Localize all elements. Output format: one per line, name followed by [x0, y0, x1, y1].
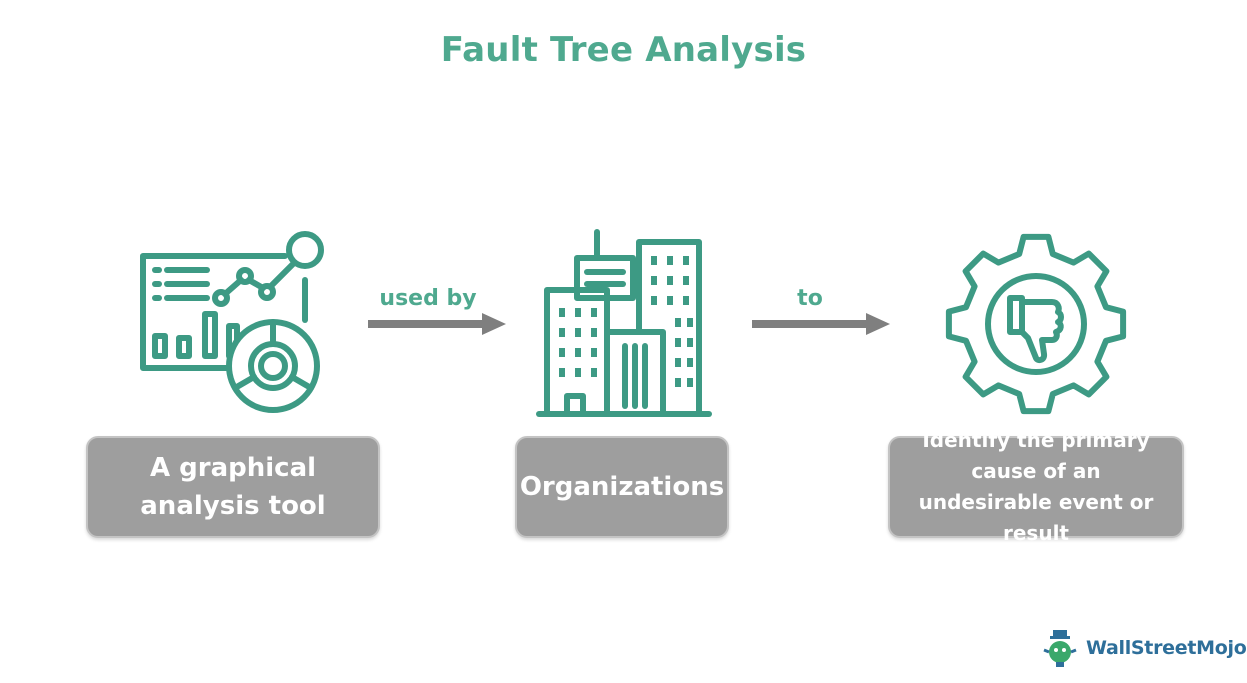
arrow-right-icon — [368, 313, 508, 340]
gear-thumbs-down-icon — [940, 228, 1132, 420]
connector-label-to: to — [797, 286, 823, 311]
wallstreetmojo-logo-icon — [1043, 630, 1077, 667]
arrow-right-icon — [752, 313, 892, 340]
office-buildings-icon — [535, 228, 715, 420]
step-box-graphical-tool: A graphical analysis tool — [86, 436, 380, 538]
step-label: Identify the primary cause of an undesir… — [918, 428, 1154, 545]
analytics-dashboard-icon — [135, 228, 330, 418]
step-label: A graphical analysis tool — [140, 453, 326, 521]
step-label: Organizations — [519, 472, 725, 502]
brand-name: WallStreetMojo — [1086, 637, 1247, 659]
step-box-organizations: Organizations — [515, 436, 729, 538]
connector-label-used-by: used by — [379, 286, 477, 311]
brand-logo: WallStreetMojo — [1040, 628, 1247, 668]
page-title: Fault Tree Analysis — [440, 30, 807, 70]
step-box-identify-cause: Identify the primary cause of an undesir… — [888, 428, 1184, 545]
